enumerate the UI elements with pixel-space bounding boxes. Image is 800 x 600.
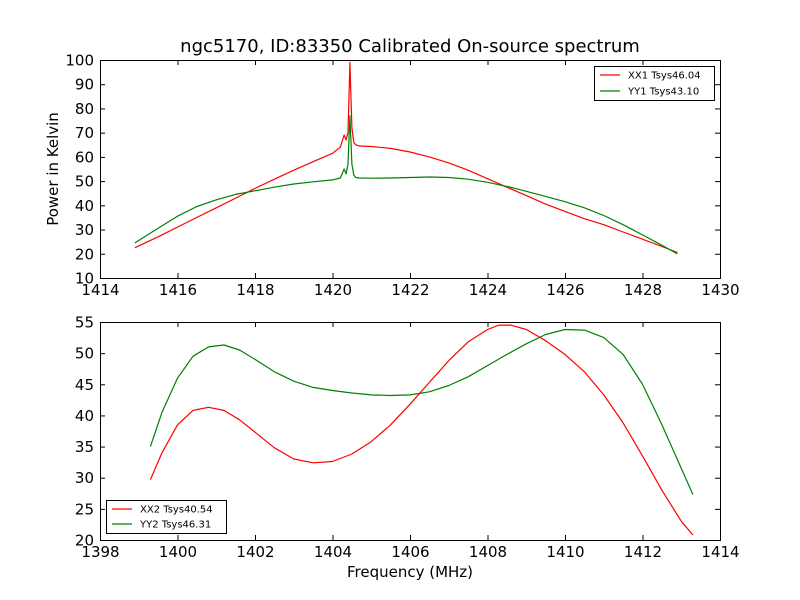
top-plot: ngc5170, ID:83350 Calibrated On-source s…	[44, 36, 740, 299]
bottom-y-tick-label: 50	[75, 345, 94, 363]
top-x-tick-label: 1428	[624, 281, 662, 299]
top-y-axis-label: Power in Kelvin	[44, 112, 62, 226]
top-y-tick-label: 70	[75, 124, 94, 142]
legend-label-yy2: YY2 Tsys46.31	[139, 520, 211, 531]
bottom-x-tick-label: 1406	[391, 543, 429, 561]
bottom-plot-frame	[100, 322, 721, 541]
top-x-tick-label: 1426	[546, 281, 584, 299]
legend-label-xx1: XX1 Tsys46.04	[628, 71, 701, 82]
top-series	[134, 61, 678, 255]
bottom-x-tick-label: 1398	[81, 543, 119, 561]
top-y-tick-label: 80	[75, 100, 94, 118]
bottom-x-tick-label: 1402	[236, 543, 274, 561]
bottom-plot: Frequency (MHz) 1398 1400 1402 1404 1406 1408…	[75, 314, 740, 582]
bottom-ticks: 1398 1400 1402 1404 1406 1408 1410 1412 1414 20 25…	[75, 314, 740, 562]
bottom-y-tick-label: 55	[75, 314, 94, 332]
top-x-tick-label: 1418	[236, 281, 274, 299]
legend-label-xx2: XX2 Tsys40.54	[140, 505, 213, 516]
x-axis-label: Frequency (MHz)	[347, 563, 473, 581]
top-plot-frame	[100, 60, 721, 279]
top-x-tick-label: 1424	[469, 281, 507, 299]
series-line-xx1	[134, 61, 678, 254]
top-y-tick-label: 100	[65, 52, 94, 70]
top-x-tick-label: 1414	[81, 281, 119, 299]
series-line-yy2	[149, 328, 694, 495]
top-y-tick-label: 10	[75, 270, 94, 288]
top-ticks: 1414 1416 1418 1420 1422 1424 1426 1428 1430 10 20…	[65, 52, 739, 300]
bottom-x-tick-label: 1400	[159, 543, 197, 561]
bottom-y-tick-label: 20	[75, 532, 94, 550]
bottom-legend: XX2 Tsys40.54 YY2 Tsys46.31	[106, 500, 227, 534]
top-x-tick-label: 1420	[314, 281, 352, 299]
top-y-tick-label: 30	[75, 221, 94, 239]
bottom-y-tick-label: 45	[75, 376, 94, 394]
bottom-y-tick-label: 30	[75, 469, 94, 487]
bottom-x-tick-label: 1408	[469, 543, 507, 561]
top-legend: XX1 Tsys46.04 YY1 Tsys43.10	[594, 66, 715, 101]
bottom-x-tick-label: 1412	[624, 543, 662, 561]
bottom-x-tick-label: 1414	[701, 543, 739, 561]
chart-title: ngc5170, ID:83350 Calibrated On-source s…	[180, 36, 640, 57]
top-y-tick-label: 90	[75, 76, 94, 94]
top-y-tick-label: 60	[75, 148, 94, 166]
legend-label-yy1: YY1 Tsys43.10	[627, 87, 699, 98]
bottom-x-tick-label: 1410	[546, 543, 584, 561]
bottom-y-tick-label: 25	[75, 500, 94, 518]
top-y-tick-label: 50	[75, 173, 94, 191]
bottom-y-tick-label: 40	[75, 407, 94, 425]
bottom-y-tick-label: 35	[75, 438, 94, 456]
series-line-xx2	[149, 324, 694, 536]
top-x-tick-label: 1416	[159, 281, 197, 299]
top-x-tick-label: 1422	[391, 281, 429, 299]
bottom-series	[149, 324, 694, 536]
top-legend-box	[594, 66, 715, 101]
bottom-x-tick-label: 1404	[314, 543, 352, 561]
top-y-tick-label: 20	[75, 245, 94, 263]
top-y-tick-label: 40	[75, 197, 94, 215]
series-line-yy1	[134, 115, 678, 255]
bottom-legend-box	[106, 500, 227, 534]
top-x-tick-label: 1430	[701, 281, 739, 299]
